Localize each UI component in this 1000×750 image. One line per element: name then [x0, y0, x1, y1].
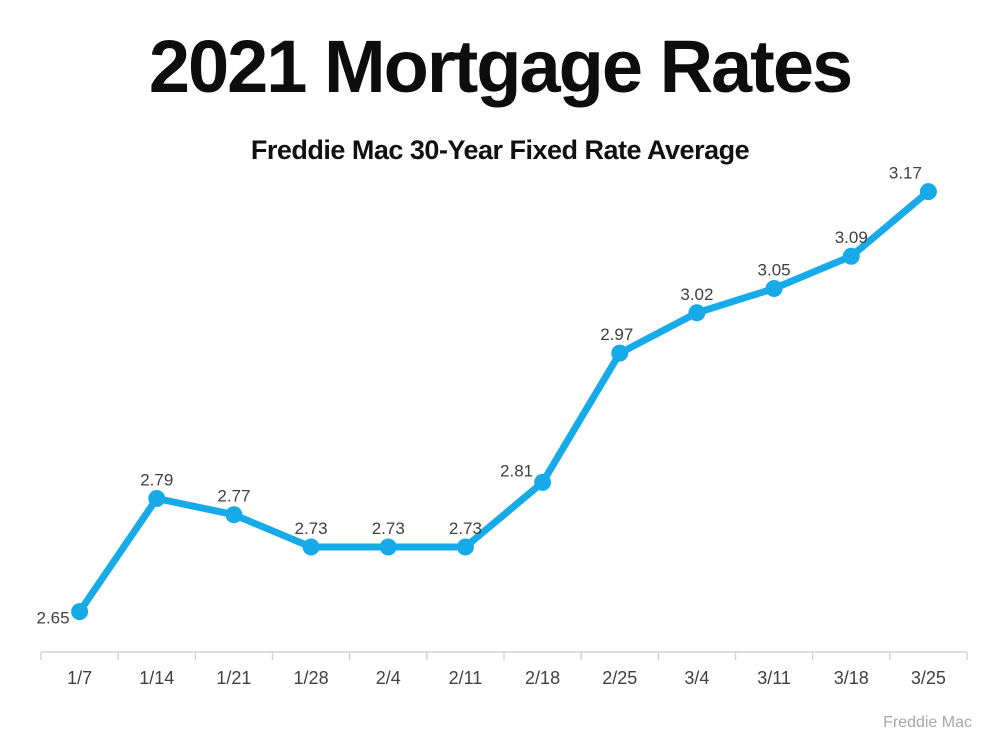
- source-attribution: Freddie Mac: [883, 714, 972, 731]
- x-tick-label: 2/11: [449, 668, 483, 688]
- x-tick-label: 1/7: [67, 668, 92, 688]
- data-label: 2.97: [600, 325, 633, 344]
- data-label: 2.81: [500, 461, 533, 480]
- data-point: [225, 506, 243, 524]
- data-point: [148, 490, 166, 508]
- x-tick-label: 3/11: [757, 668, 791, 688]
- chart-subtitle: Freddie Mac 30-Year Fixed Rate Average: [250, 135, 750, 165]
- data-point: [765, 280, 783, 298]
- data-label: 2.73: [372, 519, 405, 538]
- data-point: [611, 344, 629, 362]
- data-label: 3.09: [835, 228, 868, 247]
- data-label: 2.77: [217, 487, 250, 506]
- x-tick-label: 2/18: [525, 668, 560, 688]
- data-point: [456, 538, 474, 556]
- data-label: 3.02: [680, 285, 713, 304]
- x-tick-label: 3/25: [911, 668, 946, 688]
- trend-line: [76, 188, 932, 616]
- data-label: 2.73: [295, 519, 328, 538]
- data-label: 2.79: [140, 471, 173, 490]
- data-label: 3.17: [889, 164, 922, 183]
- data-point: [919, 183, 937, 201]
- data-label: 2.73: [449, 519, 482, 538]
- data-label: 2.65: [36, 609, 69, 628]
- x-tick-label: 1/21: [216, 668, 251, 688]
- data-point: [688, 304, 706, 322]
- data-point: [71, 603, 89, 621]
- data-point: [302, 538, 320, 556]
- data-point: [842, 247, 860, 265]
- x-tick-label: 1/28: [294, 668, 329, 688]
- x-tick-label: 1/14: [139, 668, 174, 688]
- chart-title: 2021 Mortgage Rates: [148, 25, 853, 108]
- x-tick-label: 3/18: [834, 668, 869, 688]
- x-tick-label: 2/4: [376, 668, 401, 688]
- x-tick-label: 3/4: [684, 668, 709, 688]
- x-tick-label: 2/25: [602, 668, 637, 688]
- data-point: [379, 538, 397, 556]
- data-point: [534, 473, 552, 491]
- data-label: 3.05: [758, 261, 791, 280]
